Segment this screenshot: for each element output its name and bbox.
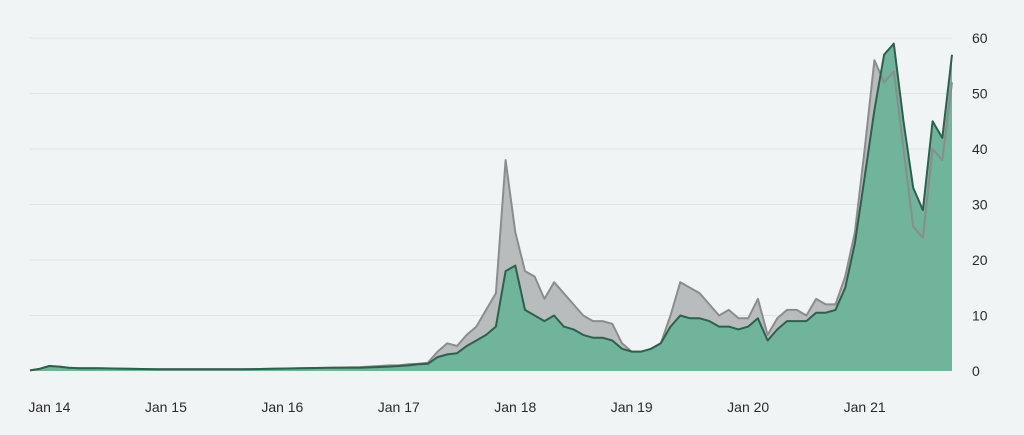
series-line-green [29, 42, 953, 372]
x-tick-label: Jan 21 [844, 399, 886, 415]
x-tick-label: Jan 14 [28, 399, 70, 415]
y-tick-label: 20 [972, 252, 988, 268]
series-lines [29, 42, 953, 372]
x-axis-ticks: Jan 14 Jan 15 Jan 16 Jan 17 Jan 18 Jan 19 Jan … [28, 399, 885, 415]
grid-lines [30, 37, 952, 316]
y-tick-label: 30 [972, 197, 988, 213]
x-tick-label: Jan 18 [494, 399, 536, 415]
y-axis-ticks: 0 10 20 30 40 50 60 [972, 30, 988, 379]
x-tick-label: Jan 19 [611, 399, 653, 415]
x-tick-label: Jan 17 [378, 399, 420, 415]
series-areas [30, 43, 952, 371]
y-tick-label: 50 [972, 86, 988, 102]
y-tick-label: 10 [972, 308, 988, 324]
x-tick-label: Jan 20 [727, 399, 769, 415]
x-tick-label: Jan 16 [261, 399, 303, 415]
series-area-green [30, 43, 952, 371]
y-tick-label: 40 [972, 141, 988, 157]
y-tick-label: 0 [972, 363, 980, 379]
y-tick-label: 60 [972, 30, 988, 46]
x-tick-label: Jan 15 [145, 399, 187, 415]
